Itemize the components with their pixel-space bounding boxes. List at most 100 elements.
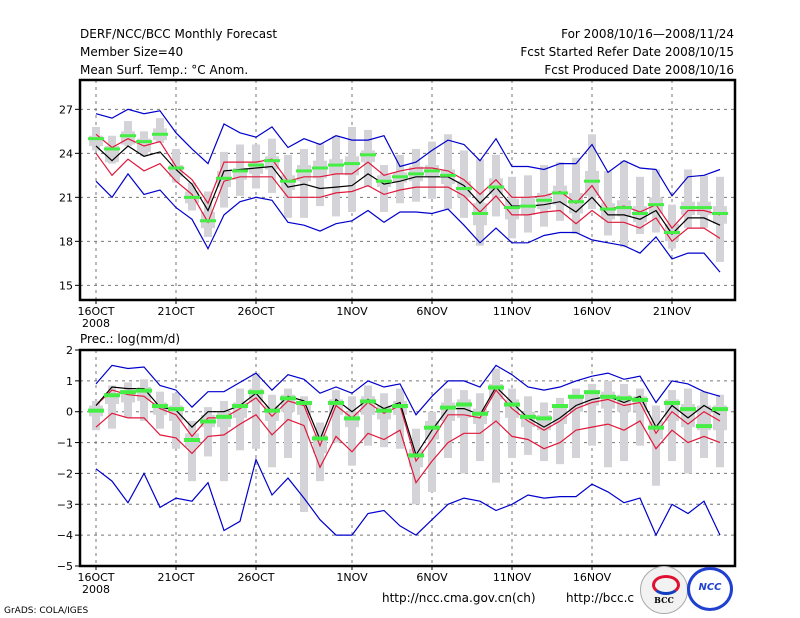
observed-marker	[312, 166, 328, 170]
bcc-url-link[interactable]: http://bcc.c	[566, 591, 634, 605]
observed-marker	[456, 402, 472, 407]
observed-marker	[424, 169, 440, 173]
plot-frame	[78, 78, 737, 302]
observed-marker	[344, 162, 360, 166]
observed-marker	[200, 419, 216, 424]
outer-upper-line	[95, 108, 721, 197]
member-range-bar	[364, 385, 372, 446]
y-tick-label: −4	[57, 529, 73, 542]
member-range-bar	[684, 169, 692, 229]
member-range-bar	[636, 388, 644, 446]
observed-marker	[392, 404, 408, 409]
y-tick-label: 18	[59, 235, 73, 248]
x-tick-label: 21OCT	[157, 305, 194, 318]
member-range-bar	[636, 176, 644, 234]
observed-marker	[136, 140, 152, 144]
y-tick-label: −2	[57, 467, 73, 480]
y-tick-label: −1	[57, 437, 73, 450]
x-tick-label: 16NOV	[573, 305, 612, 318]
observed-marker	[504, 402, 520, 407]
observed-marker	[296, 169, 312, 173]
plot-frame	[78, 348, 737, 568]
observed-marker	[168, 166, 184, 170]
observed-marker	[456, 187, 472, 191]
observed-marker	[264, 159, 280, 163]
member-iqr-box	[121, 131, 135, 145]
bcc-logo-text: BCC	[654, 595, 674, 605]
x-year-label: 2008	[82, 317, 110, 330]
member-range-bar	[684, 388, 692, 474]
observed-marker	[344, 416, 360, 421]
observed-marker	[312, 436, 328, 441]
member-range-bar	[572, 388, 580, 458]
observed-marker	[584, 390, 600, 395]
member-iqr-box	[217, 411, 231, 428]
observed-marker	[568, 394, 584, 399]
member-iqr-box	[265, 405, 279, 421]
member-iqr-box	[233, 168, 247, 180]
x-tick-label: 1NOV	[336, 305, 368, 318]
member-range-bar	[204, 407, 212, 457]
x-tick-label: 16NOV	[573, 571, 612, 584]
observed-marker	[712, 211, 728, 215]
ncc-url-link[interactable]: http://ncc.cma.gov.cn(ch)	[382, 591, 536, 605]
observed-marker	[280, 179, 296, 183]
observed-marker	[376, 408, 392, 413]
observed-marker	[264, 408, 280, 413]
observed-marker	[552, 191, 568, 195]
observed-marker	[632, 397, 648, 402]
y-tick-label: 0	[66, 406, 73, 419]
y-tick-label: 27	[59, 103, 73, 116]
observed-marker	[104, 147, 120, 151]
observed-marker	[472, 211, 488, 215]
x-tick-label: 6NOV	[416, 571, 448, 584]
member-range-bar	[188, 420, 196, 482]
member-range-bar	[444, 388, 452, 458]
observed-marker	[712, 407, 728, 412]
member-range-bar	[588, 383, 596, 446]
y-tick-label: 24	[59, 147, 73, 160]
member-range-bar	[300, 396, 308, 512]
ncc-logo: NCC	[687, 567, 733, 611]
member-iqr-box	[105, 393, 119, 404]
member-iqr-box	[297, 165, 311, 182]
observed-marker	[680, 407, 696, 412]
x-year-label: 2008	[82, 583, 110, 596]
observed-marker	[536, 416, 552, 421]
observed-marker	[88, 408, 104, 413]
observed-marker	[88, 137, 104, 141]
observed-marker	[168, 407, 184, 412]
y-tick-label: −5	[57, 560, 73, 573]
y-tick-label: −3	[57, 498, 73, 511]
member-range-bar	[620, 383, 628, 462]
observed-marker	[184, 195, 200, 199]
observed-marker	[552, 404, 568, 409]
outer-lower-line	[95, 457, 721, 537]
member-range-bar	[172, 393, 180, 449]
y-tick-label: 21	[59, 191, 73, 204]
temperature-panel: 15 18 21 24 27 16OCT 21OCT 26OCT 1NOV 6NOV 11NOV 16…	[59, 78, 737, 330]
x-tick-label: 6NOV	[416, 305, 448, 318]
observed-marker	[536, 198, 552, 202]
started-date-label: Fcst Started Refer Date 2008/10/15	[520, 45, 734, 59]
observed-marker	[232, 169, 248, 173]
observed-marker	[520, 414, 536, 419]
member-range-bar	[508, 388, 516, 458]
observed-marker	[280, 396, 296, 401]
observed-marker	[616, 396, 632, 401]
member-range-bar	[652, 405, 660, 486]
observed-marker	[600, 207, 616, 211]
x-tick-label: 16OCT	[77, 305, 114, 318]
member-range-bar	[252, 373, 260, 449]
observed-marker	[616, 206, 632, 210]
x-tick-label: 16OCT	[77, 571, 114, 584]
observed-marker	[440, 405, 456, 410]
observed-marker	[696, 206, 712, 210]
y-tick-label: 1	[66, 375, 73, 388]
forecast-period-label: For 2008/10/16—2008/11/24	[561, 27, 734, 41]
precipitation-panel: −5 −4 −3 −2 −1 0 1 2 16OCT 21OCT 26OCT 1NOV 6NOV 11NO…	[57, 344, 737, 596]
member-iqr-box	[169, 165, 183, 177]
observed-marker	[520, 204, 536, 208]
member-range-bar	[380, 165, 388, 212]
